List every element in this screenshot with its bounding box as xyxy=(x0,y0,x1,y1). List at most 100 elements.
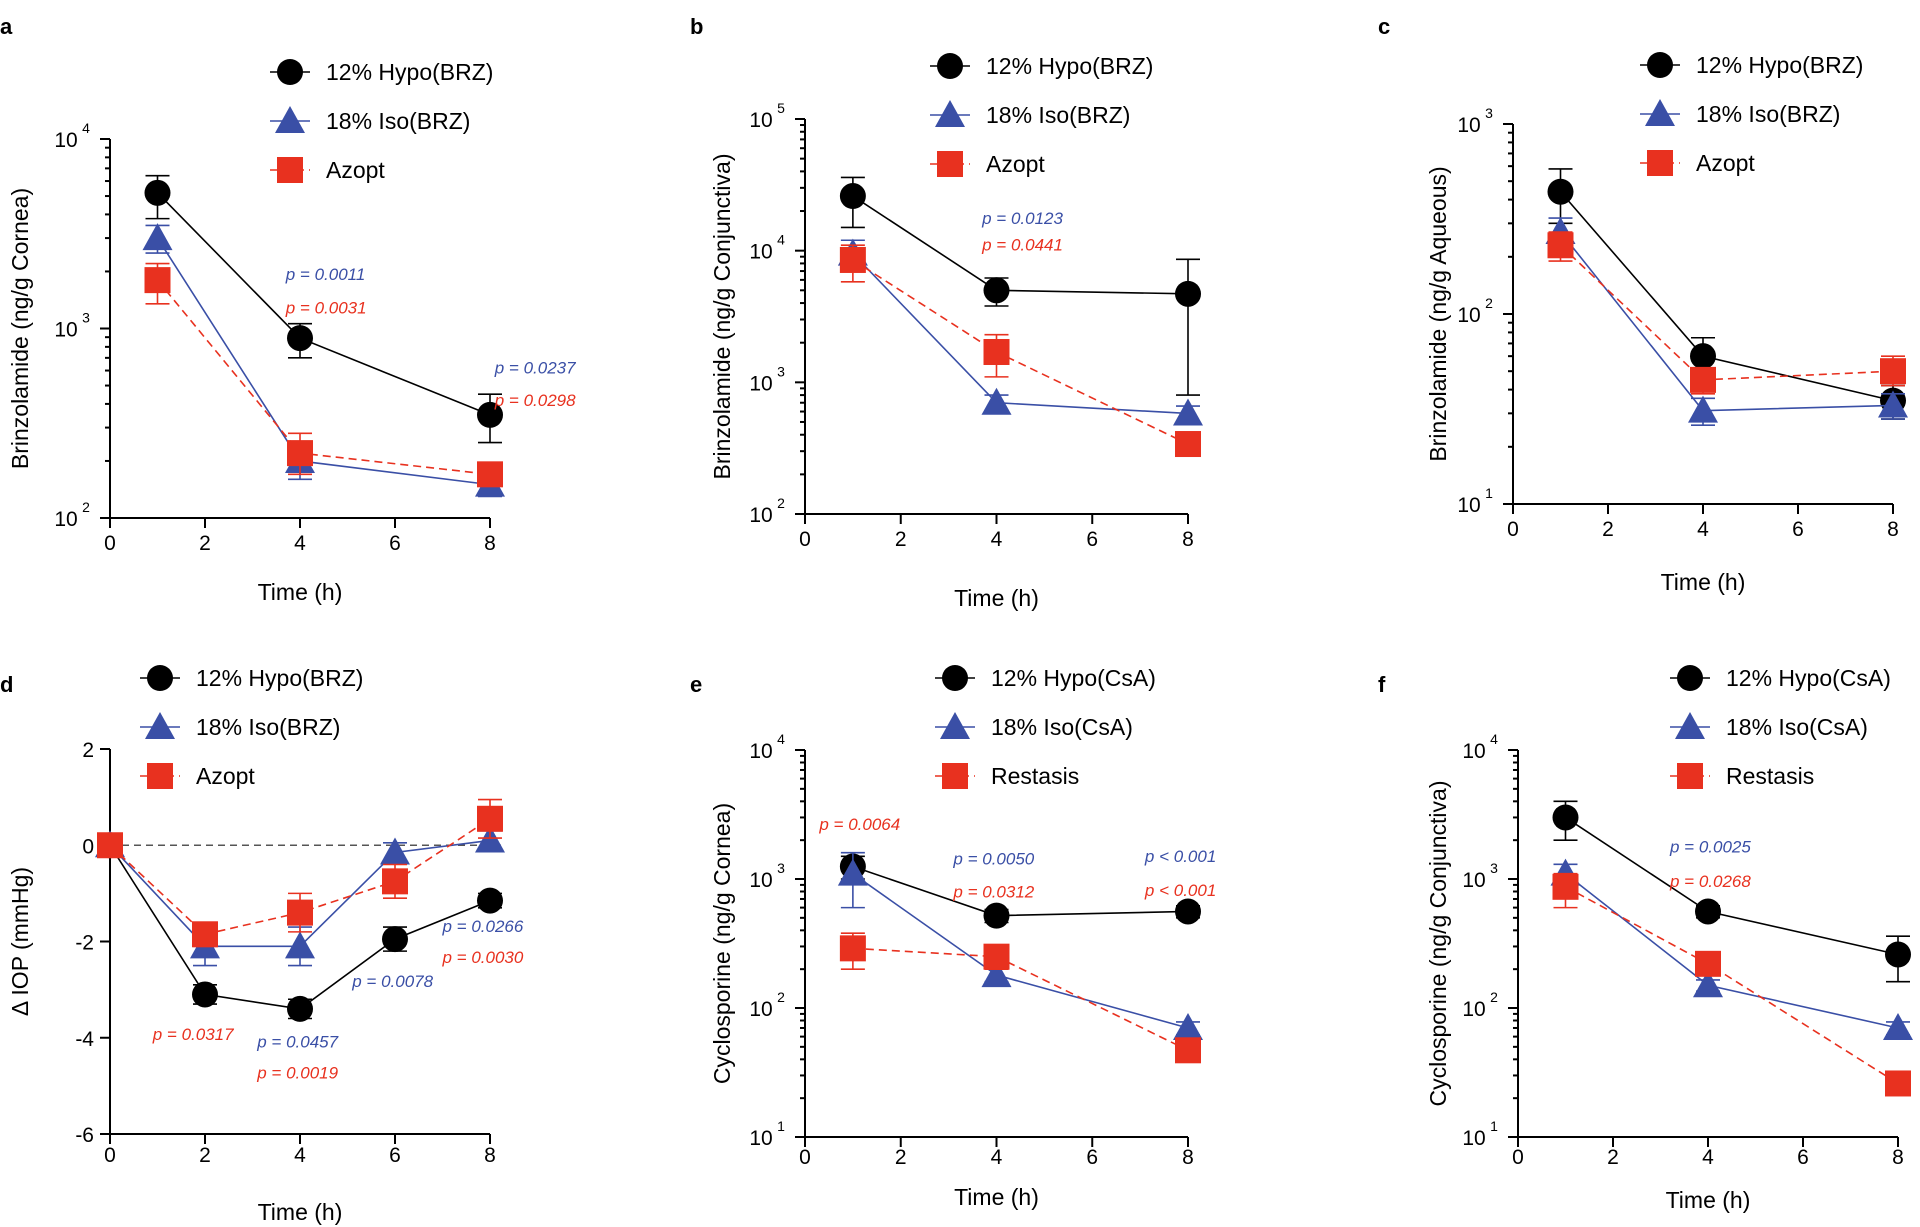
data-point xyxy=(1173,398,1203,426)
legend-label: Azopt xyxy=(986,151,1045,177)
series-line xyxy=(1559,191,1894,402)
series-ref xyxy=(1552,872,1911,1097)
data-point xyxy=(837,858,868,886)
y-tick-label: 10 xyxy=(749,372,772,395)
p-value-annotation: p = 0.0019 xyxy=(256,1064,338,1083)
axes xyxy=(1503,123,1894,514)
y-tick-label: 10 xyxy=(749,1127,772,1150)
legend-label: Azopt xyxy=(326,157,385,183)
x-axis-title: Time (h) xyxy=(258,579,343,605)
legend-item: Azopt xyxy=(1640,150,1755,176)
p-value-annotation: p = 0.0457 xyxy=(256,1032,338,1051)
data-point xyxy=(477,887,503,914)
series-line xyxy=(852,259,1189,445)
legend-marker xyxy=(147,763,173,789)
p-value-annotation: p = 0.0298 xyxy=(494,391,576,410)
series-ref xyxy=(144,262,503,488)
data-point xyxy=(475,825,505,853)
x-tick-label: 2 xyxy=(1607,1146,1619,1169)
data-point xyxy=(477,805,503,832)
series-ref xyxy=(1547,231,1906,395)
series-line xyxy=(1559,244,1894,381)
data-point xyxy=(1175,898,1201,925)
y-tick-label: 10 xyxy=(749,998,772,1021)
data-point xyxy=(1547,232,1574,259)
legend-marker xyxy=(942,665,968,691)
data-point xyxy=(1547,178,1574,205)
legend-label: Azopt xyxy=(196,763,255,789)
data-point xyxy=(142,223,173,251)
y-tick-exponent: 1 xyxy=(1485,485,1493,501)
p-value-annotation: p = 0.0266 xyxy=(442,917,524,936)
data-point xyxy=(287,899,313,926)
y-tick-exponent: 2 xyxy=(777,495,785,511)
data-point xyxy=(1688,395,1718,423)
x-tick-label: 8 xyxy=(1892,1146,1904,1169)
data-point xyxy=(983,943,1010,970)
x-axis-title: Time (h) xyxy=(258,1199,343,1225)
x-tick-label: 6 xyxy=(389,532,401,555)
series-hypo xyxy=(1547,168,1906,420)
y-tick-label: 0 xyxy=(82,835,94,858)
legend-item: Restasis xyxy=(935,763,1079,789)
panel-e: e 0 2 4 6 8 10 1 10 2 10 3 10 4 Time (h) Cyclosporine (… xyxy=(690,665,1216,1210)
p-value-annotation: p < 0.001 xyxy=(1144,881,1216,900)
x-tick-label: 4 xyxy=(1702,1146,1714,1169)
legend-item: 18% Iso(BRZ) xyxy=(930,100,1130,128)
panel-f: f 0 2 4 6 8 10 1 10 2 10 3 10 4 Time (h) Cyclosporine (… xyxy=(1378,665,1913,1213)
legend-label: 18% Iso(BRZ) xyxy=(326,108,470,134)
data-point xyxy=(1175,1037,1201,1064)
data-point xyxy=(192,981,218,1008)
y-tick-label: 10 xyxy=(749,504,772,527)
legend-label: Restasis xyxy=(1726,763,1814,789)
y-axis-title: Cyclosporine (ng/g Cornea) xyxy=(709,803,735,1084)
legend-marker xyxy=(1645,99,1675,126)
series-ref xyxy=(839,932,1201,1064)
x-tick-label: 2 xyxy=(199,1144,211,1167)
y-axis-title: Cyclosporine (ng/g Conjunctiva) xyxy=(1425,781,1451,1107)
data-point xyxy=(1693,970,1723,998)
data-point xyxy=(1175,431,1201,458)
x-tick-label: 0 xyxy=(1512,1146,1524,1169)
y-axis-title: Brinzolamide (ng/g Cornea) xyxy=(7,188,33,469)
y-tick-label: -6 xyxy=(75,1124,94,1147)
legend-item: 12% Hypo(BRZ) xyxy=(270,59,493,85)
legend-item: 12% Hypo(BRZ) xyxy=(140,665,363,691)
legend-label: 12% Hypo(BRZ) xyxy=(196,665,363,691)
legend-label: 18% Iso(BRZ) xyxy=(196,714,340,740)
p-value-annotation: p = 0.0064 xyxy=(818,815,900,834)
data-point xyxy=(1173,1012,1203,1040)
data-point xyxy=(1552,873,1579,900)
data-point xyxy=(382,926,408,953)
legend-item: 18% Iso(BRZ) xyxy=(1640,99,1840,127)
p-value-annotation: p = 0.0268 xyxy=(1669,872,1751,891)
x-tick-label: 2 xyxy=(1602,518,1614,541)
p-value-annotation: p = 0.0025 xyxy=(1669,838,1751,857)
axes xyxy=(795,118,1189,524)
y-tick-label: 10 xyxy=(1462,740,1485,763)
p-value-annotation: p = 0.0031 xyxy=(285,298,367,317)
x-tick-label: 4 xyxy=(1697,518,1709,541)
x-tick-label: 8 xyxy=(1182,1146,1194,1169)
legend-marker xyxy=(937,151,963,177)
y-tick-exponent: 1 xyxy=(777,1118,785,1134)
series-iso xyxy=(837,851,1203,1040)
panel-d: d 0 2 4 6 8 -6 -4 -2 0 2 Time (h) Δ IOP (mmHg) p = 0.… xyxy=(0,665,524,1225)
y-tick-label: -2 xyxy=(75,932,94,955)
p-value-annotation: p = 0.0237 xyxy=(494,358,576,377)
axes xyxy=(100,748,491,1144)
legend-item: Azopt xyxy=(270,157,385,183)
y-tick-label: 10 xyxy=(749,241,772,264)
x-tick-label: 6 xyxy=(389,1144,401,1167)
x-tick-label: 2 xyxy=(895,1146,907,1169)
legend-label: 12% Hypo(BRZ) xyxy=(1696,52,1863,78)
legend-marker xyxy=(1647,52,1673,78)
panel-b: b 0 2 4 6 8 10 2 10 3 10 4 10 5 Time (h) Brinzolamide (… xyxy=(690,14,1203,611)
legend: 12% Hypo(CsA) 18% Iso(CsA) Restasis xyxy=(1670,665,1891,789)
x-tick-label: 6 xyxy=(1086,1146,1098,1169)
series-iso xyxy=(837,238,1203,426)
series-hypo xyxy=(1552,800,1911,983)
p-value-annotation: p = 0.0317 xyxy=(152,1025,234,1044)
legend: 12% Hypo(BRZ) 18% Iso(BRZ) Azopt xyxy=(930,53,1153,177)
x-tick-label: 0 xyxy=(799,1146,811,1169)
